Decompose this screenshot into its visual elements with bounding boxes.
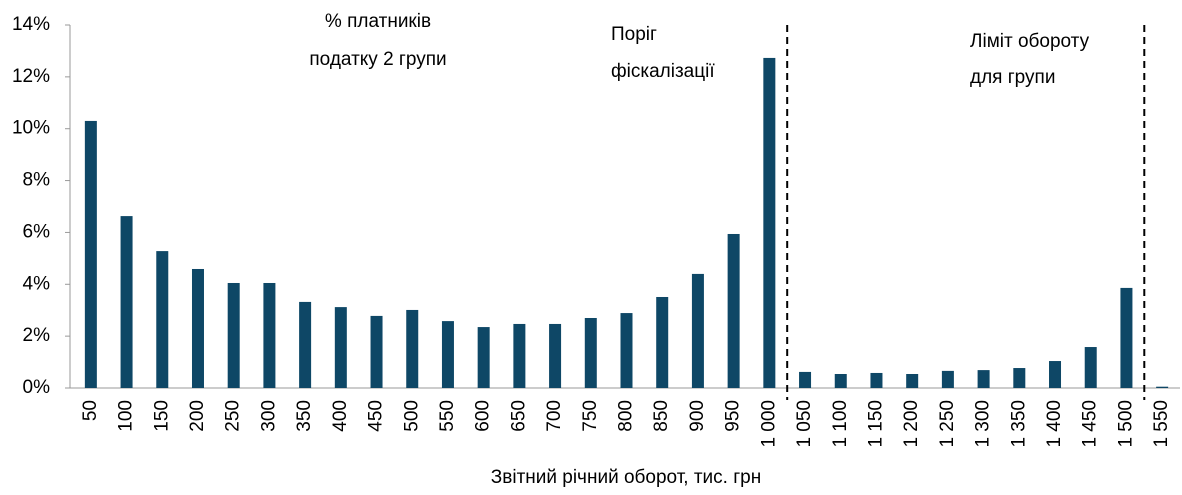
x-tick-label: 1 250 — [937, 400, 958, 448]
x-tick-label: 1 300 — [973, 400, 994, 448]
x-tick-label: 1 200 — [901, 400, 922, 448]
x-tick-label: 450 — [366, 400, 387, 432]
x-tick-label: 700 — [544, 400, 565, 432]
x-tick-label: 400 — [330, 400, 351, 432]
bar — [120, 216, 133, 388]
bar — [870, 372, 883, 388]
x-tick-label: 200 — [187, 400, 208, 432]
bar — [941, 370, 954, 388]
bar — [370, 315, 383, 388]
x-tick-label: 1 150 — [865, 400, 886, 448]
x-tick-label: 800 — [616, 400, 637, 432]
bar — [334, 307, 347, 388]
y-tick-label: 10% — [12, 118, 50, 139]
bar — [656, 296, 669, 388]
bar — [263, 282, 276, 388]
x-tick-label: 550 — [437, 400, 458, 432]
x-tick-label: 950 — [723, 400, 744, 432]
bar — [1049, 361, 1062, 388]
x-axis-label: Звітний річний оборот, тис. грн — [491, 467, 761, 488]
bar — [299, 301, 312, 388]
bar — [763, 57, 776, 388]
x-tick-label: 50 — [80, 400, 101, 421]
bar — [584, 317, 597, 388]
bar — [1013, 368, 1026, 388]
bar — [549, 323, 562, 388]
y-tick-label: 12% — [12, 66, 50, 87]
annotation: % платників — [325, 11, 431, 32]
y-tick-label: 2% — [23, 325, 51, 346]
x-tick-label: 250 — [223, 400, 244, 432]
bar — [84, 120, 97, 388]
bar — [977, 370, 990, 388]
x-tick-label: 650 — [508, 400, 529, 432]
x-tick-label: 1 350 — [1008, 400, 1029, 448]
bar — [441, 321, 454, 388]
bar — [620, 313, 633, 388]
bar — [513, 323, 526, 388]
annotation: Ліміт обороту — [970, 31, 1090, 52]
annotation: Поріг — [611, 24, 657, 45]
x-tick-label: 100 — [116, 400, 137, 432]
bar — [406, 309, 419, 388]
bar — [1156, 386, 1169, 388]
x-tick-label: 350 — [294, 400, 315, 432]
bar — [227, 282, 240, 388]
bar — [906, 373, 919, 388]
bar — [477, 327, 490, 388]
annotation: для групи — [970, 67, 1055, 88]
y-tick-label: 4% — [23, 273, 51, 294]
bar — [191, 268, 204, 388]
x-tick-label: 1 050 — [794, 400, 815, 448]
y-tick-label: 0% — [23, 377, 51, 398]
annotation: податку 2 групи — [309, 49, 446, 70]
x-tick-label: 900 — [687, 400, 708, 432]
x-tick-label: 850 — [651, 400, 672, 432]
bar — [156, 251, 169, 388]
bar — [727, 233, 740, 388]
bar — [799, 371, 812, 388]
annotation: фіскалізації — [611, 61, 715, 82]
x-tick-label: 1 450 — [1080, 400, 1101, 448]
bar — [1084, 347, 1097, 388]
x-tick-label: 750 — [580, 400, 601, 432]
bar — [691, 273, 704, 388]
x-tick-label: 600 — [473, 400, 494, 432]
x-tick-label: 1 550 — [1151, 400, 1172, 448]
x-tick-label: 150 — [151, 400, 172, 432]
y-tick-label: 6% — [23, 221, 51, 242]
bar — [1120, 287, 1133, 388]
bar — [834, 373, 847, 388]
y-tick-label: 8% — [23, 170, 51, 191]
x-tick-label: 300 — [258, 400, 279, 432]
x-tick-label: 1 000 — [758, 400, 779, 448]
x-tick-label: 1 100 — [830, 400, 851, 448]
x-tick-label: 500 — [401, 400, 422, 432]
x-tick-label: 1 500 — [1115, 400, 1136, 448]
y-tick-label: 14% — [12, 14, 50, 35]
x-tick-label: 1 400 — [1044, 400, 1065, 448]
